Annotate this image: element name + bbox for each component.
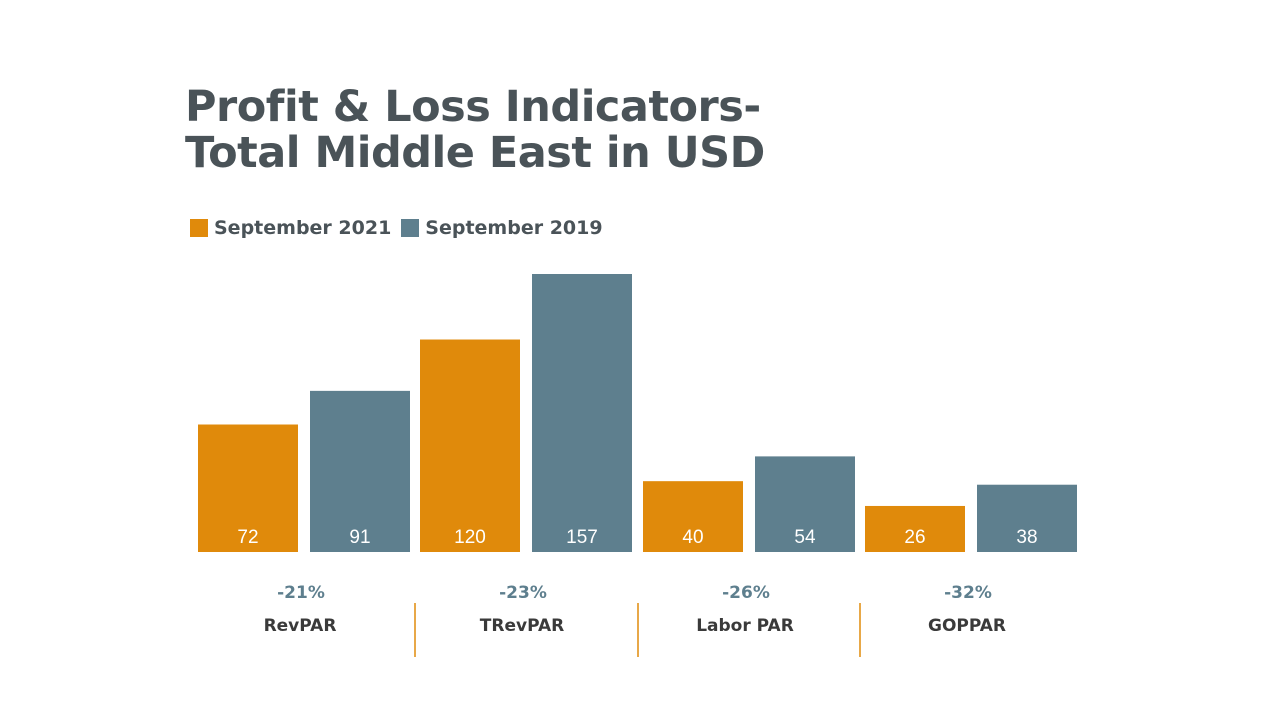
bar-goppar-series-2 (977, 484, 1077, 552)
bar-trevpar-series-1 (420, 339, 520, 552)
legend-item-series-2: September 2019 (401, 217, 603, 239)
bar-value-label-revpar-series-1: 72 (237, 527, 258, 548)
legend-swatch-series-2 (401, 219, 420, 237)
legend-label-series-2: September 2019 (425, 217, 603, 239)
change-label-labor-par: -26% (722, 583, 770, 603)
bar-labor-par-series-2 (755, 456, 855, 552)
chart-legend: September 2021 September 2019 (190, 214, 603, 242)
legend-item-series-1: September 2021 (190, 217, 391, 239)
legend-label-series-1: September 2021 (214, 217, 392, 239)
bar-value-label-goppar-series-2: 38 (1016, 527, 1037, 548)
bar-value-label-goppar-series-1: 26 (904, 527, 925, 548)
chart-title: Profit & Loss Indicators- Total Middle E… (185, 84, 765, 176)
chart-title-line-1: Profit & Loss Indicators- (185, 82, 761, 132)
bar-value-label-revpar-series-2: 91 (349, 527, 370, 548)
change-label-trevpar: -23% (499, 583, 547, 603)
bar-labor-par-series-1 (643, 481, 743, 552)
category-label-goppar: GOPPAR (928, 616, 1006, 636)
chart-title-line-2: Total Middle East in USD (185, 128, 765, 178)
bar-value-label-labor-par-series-2: 54 (794, 527, 816, 548)
bar-revpar-series-1 (198, 424, 298, 552)
change-label-revpar: -21% (277, 583, 325, 603)
category-label-labor-par: Labor PAR (696, 616, 794, 636)
legend-swatch-series-1 (190, 219, 208, 237)
category-label-revpar: RevPAR (264, 616, 337, 636)
bar-value-label-trevpar-series-1: 120 (454, 527, 486, 548)
bar-goppar-series-1 (865, 505, 965, 552)
bar-revpar-series-2 (310, 390, 410, 552)
bar-value-label-labor-par-series-1: 40 (682, 527, 703, 548)
change-label-goppar: -32% (944, 583, 992, 603)
bar-trevpar-series-2 (532, 274, 632, 552)
bar-value-label-trevpar-series-2: 157 (566, 527, 598, 548)
category-label-trevpar: TRevPAR (480, 616, 564, 636)
